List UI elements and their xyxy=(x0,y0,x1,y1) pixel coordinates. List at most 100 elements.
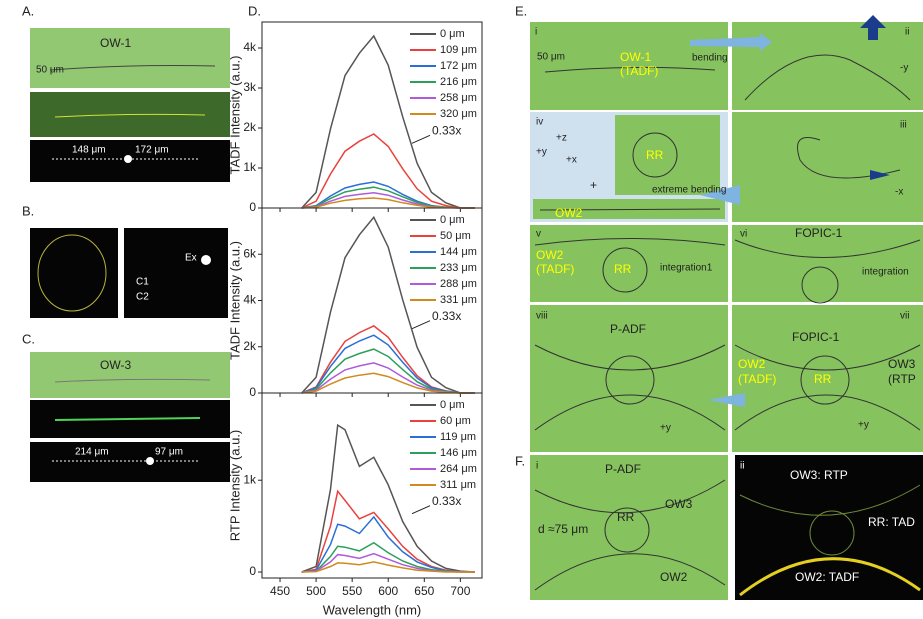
arrow xyxy=(690,33,772,51)
label: bending xyxy=(692,53,728,64)
legend-label: 109 μm xyxy=(440,44,477,56)
axis: +y xyxy=(536,147,547,158)
series-line xyxy=(301,372,475,394)
label: OW3: RTP xyxy=(790,468,848,482)
distance: 148 μm xyxy=(72,145,106,156)
wire xyxy=(739,557,921,597)
label: OW-3 xyxy=(100,358,131,372)
label: OW3 xyxy=(888,357,916,371)
y-tick-label: 3k xyxy=(243,80,257,94)
label: RR xyxy=(617,510,635,524)
panel-num: vi xyxy=(740,229,747,240)
y-tick-label: 1k xyxy=(243,472,257,486)
wire xyxy=(534,344,726,431)
panel-num: iii xyxy=(900,120,907,131)
panel-num: v xyxy=(536,229,541,240)
y-tick-label: 4k xyxy=(243,40,257,54)
wire xyxy=(539,208,721,211)
wire xyxy=(49,65,216,71)
label: OW3 xyxy=(665,497,693,511)
label: d ≈75 μm xyxy=(538,522,588,536)
wire xyxy=(744,54,911,101)
label: +y xyxy=(858,420,869,431)
micrograph xyxy=(30,228,118,318)
scale: 50 μm xyxy=(537,52,565,63)
legend-label: 288 μm xyxy=(440,278,477,290)
panel-num: ii xyxy=(905,27,909,38)
label: OW2 xyxy=(536,248,564,262)
legend-label: 144 μm xyxy=(440,246,477,258)
annotation: 0.33x xyxy=(432,494,461,508)
ring xyxy=(605,355,655,405)
micrograph xyxy=(530,455,728,600)
arrow xyxy=(708,393,745,407)
label: P-ADF xyxy=(605,462,641,476)
wire xyxy=(54,417,201,421)
panel-num: i xyxy=(536,461,538,472)
label: RR xyxy=(614,262,632,276)
x-tick-label: 550 xyxy=(342,584,362,598)
legend-label: 172 μm xyxy=(440,60,477,72)
ring xyxy=(809,510,855,556)
legend-label: 0 μm xyxy=(440,28,465,40)
label: OW2: TADF xyxy=(795,570,859,584)
label: RR xyxy=(646,148,664,162)
label: FOPIC-1 xyxy=(792,330,840,344)
legend-label: 50 μm xyxy=(440,230,471,242)
series-line xyxy=(301,325,475,394)
scale: 50 μm xyxy=(36,65,64,76)
series-line xyxy=(301,215,475,394)
micrograph xyxy=(30,442,230,482)
wire xyxy=(739,484,921,516)
panel-label: B. xyxy=(22,203,34,218)
legend-label: 60 μm xyxy=(440,415,471,427)
legend-label: 264 μm xyxy=(440,463,477,475)
series-line xyxy=(301,561,475,573)
micrograph xyxy=(30,28,230,88)
wire xyxy=(544,66,716,73)
axis: +x xyxy=(566,155,577,166)
panel-label: D. xyxy=(248,3,261,18)
legend-label: 233 μm xyxy=(440,262,477,274)
micrograph xyxy=(30,352,230,398)
wire xyxy=(54,378,211,383)
micrograph xyxy=(615,115,720,195)
x-tick-label: 700 xyxy=(450,584,470,598)
y-tick-label: 2k xyxy=(243,120,257,134)
label: +y xyxy=(660,423,671,434)
panel-label: C. xyxy=(22,331,35,346)
wire xyxy=(734,344,921,431)
labels: A. OW-1 50 μm 148 μm 172 μm B. Ex C1 C2 … xyxy=(22,3,916,584)
x-tick-label: 650 xyxy=(414,584,434,598)
plus: + xyxy=(590,178,597,192)
distance: 214 μm xyxy=(75,447,109,458)
annotation-leader xyxy=(411,320,431,330)
spot xyxy=(146,457,154,465)
label: OW-1 xyxy=(100,36,131,50)
label: integration xyxy=(862,267,909,278)
label: OW2 xyxy=(660,570,688,584)
y-tick-label: 6k xyxy=(243,246,257,260)
label: (RTP xyxy=(888,372,916,386)
distance: 172 μm xyxy=(135,145,169,156)
ring xyxy=(37,234,107,312)
legend-label: 216 μm xyxy=(440,76,477,88)
panel-num: vii xyxy=(900,311,909,322)
y-axis-label: TADF Intensity (a.u.) xyxy=(227,56,242,175)
x-axis-label: Wavelength (nm) xyxy=(323,602,422,617)
label: (TADF) xyxy=(620,64,658,78)
legend-label: 311 μm xyxy=(440,479,476,491)
legend-label: 119 μm xyxy=(440,431,476,443)
label: -x xyxy=(895,187,903,198)
wire xyxy=(734,239,921,258)
annotation: 0.33x xyxy=(432,123,461,137)
label: integration1 xyxy=(660,263,713,274)
label: P-ADF xyxy=(610,322,646,336)
y-tick-label: 0 xyxy=(249,385,256,399)
ring xyxy=(801,266,839,304)
y-tick-label: 4k xyxy=(243,293,257,307)
label: OW2 xyxy=(555,206,583,220)
micrograph xyxy=(124,228,228,318)
panel-num: iv xyxy=(536,117,543,128)
label: Ex xyxy=(185,253,197,264)
